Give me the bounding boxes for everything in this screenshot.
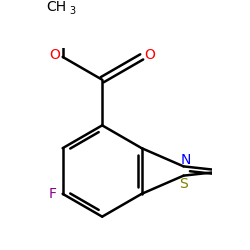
Text: O: O	[144, 48, 155, 62]
Text: 3: 3	[70, 6, 76, 16]
Text: F: F	[48, 187, 56, 201]
Text: S: S	[179, 177, 188, 191]
Text: CH: CH	[47, 0, 67, 14]
Text: O: O	[50, 48, 60, 62]
Text: N: N	[181, 154, 192, 168]
